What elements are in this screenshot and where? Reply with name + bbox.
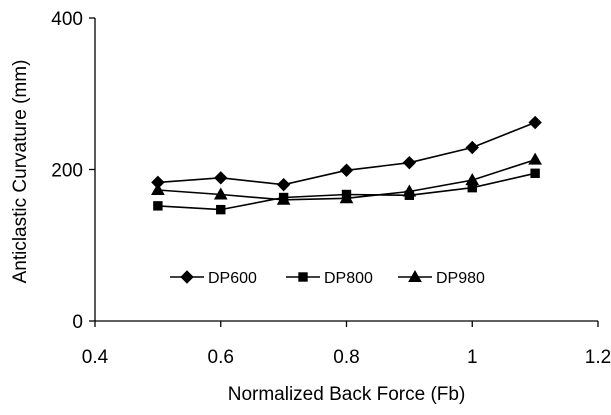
series-dp600 <box>151 115 542 192</box>
legend-label-dp980: DP980 <box>436 270 485 287</box>
data-point-dp980 <box>339 191 354 204</box>
y-axis-title: Anticlastic Curvature (mm) <box>10 60 31 284</box>
data-point-dp800 <box>153 201 163 211</box>
series-layer <box>151 115 542 215</box>
data-point-dp600 <box>214 171 228 185</box>
data-point-dp980 <box>528 152 542 165</box>
x-tick-label: 0.4 <box>82 347 109 368</box>
series-dp980 <box>151 152 542 205</box>
x-tick-label: 1.2 <box>585 347 611 368</box>
legend-entry-dp800: DP800 <box>286 270 373 287</box>
data-point-dp800 <box>530 168 540 178</box>
data-point-dp980 <box>213 187 228 200</box>
axes: 0 200 400 0.4 0.6 0.8 1 1.2 <box>51 9 611 368</box>
y-tick-label: 400 <box>51 9 83 30</box>
x-axis-title: Normalized Back Force (Fb) <box>228 384 466 405</box>
y-tick-label: 0 <box>72 312 83 333</box>
data-point-dp980 <box>402 184 417 197</box>
x-tick-label: 0.8 <box>333 347 359 368</box>
legend-marker-dp980 <box>408 269 422 282</box>
data-point-dp800 <box>216 204 226 215</box>
data-point-dp980 <box>465 173 480 186</box>
legend-label-dp800: DP800 <box>324 270 373 287</box>
data-point-dp980 <box>151 182 165 195</box>
legend-entry-dp980: DP980 <box>398 269 485 287</box>
data-point-dp600 <box>402 155 417 170</box>
legend-entry-dp600: DP600 <box>170 270 257 287</box>
y-tick-label: 200 <box>51 161 83 182</box>
x-tick-label: 1 <box>467 347 478 368</box>
data-point-dp600 <box>528 115 542 130</box>
x-tick-label: 0.6 <box>208 347 234 368</box>
legend-marker-dp600 <box>180 270 194 284</box>
data-point-dp600 <box>339 163 354 177</box>
data-point-dp600 <box>465 140 479 155</box>
legend: DP600 DP800 DP980 <box>170 269 485 287</box>
legend-label-dp600: DP600 <box>208 270 257 287</box>
data-point-dp600 <box>276 177 291 192</box>
legend-marker-dp800 <box>298 272 308 282</box>
data-point-dp980 <box>276 192 291 205</box>
